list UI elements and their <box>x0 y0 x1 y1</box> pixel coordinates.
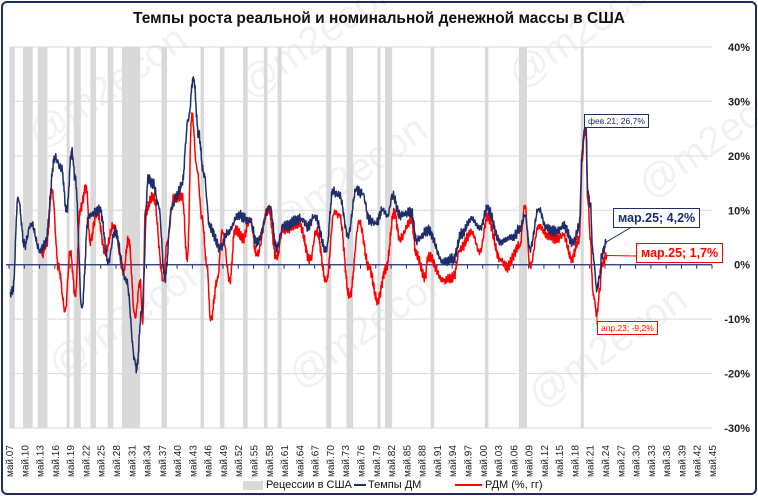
y-tick-label: -10% <box>724 314 750 326</box>
x-tick-label: май.94 <box>448 445 459 477</box>
y-tick-label: 20% <box>728 151 750 163</box>
recession-band <box>161 47 168 428</box>
dm-line-swatch <box>354 484 366 486</box>
x-tick-label: май.22 <box>81 445 92 477</box>
x-tick-label: май.40 <box>173 445 184 477</box>
x-tick-label: май.12 <box>540 445 551 477</box>
x-tick-label: май.03 <box>494 445 505 477</box>
legend-label: Рецессии в США <box>266 479 352 491</box>
recession-band <box>243 47 248 428</box>
x-tick-label: май.33 <box>647 445 658 477</box>
y-tick-label: 10% <box>728 205 750 217</box>
x-tick-label: май.00 <box>479 445 490 477</box>
series-lines <box>9 76 608 374</box>
recession-swatch <box>243 480 263 490</box>
recession-band <box>263 47 268 428</box>
recession-band <box>37 47 48 428</box>
x-tick-label: май.61 <box>280 445 291 477</box>
y-tick-label: -20% <box>724 369 750 381</box>
recession-band <box>73 47 81 428</box>
x-tick-label: май.09 <box>525 445 536 477</box>
y-tick-label: 30% <box>728 96 750 108</box>
x-tick-label: май.34 <box>143 445 154 477</box>
x-tick-label: май.21 <box>586 445 597 477</box>
recession-band <box>346 47 354 428</box>
leader-dm-mar25 <box>606 227 631 243</box>
series-line-rdm <box>41 112 608 325</box>
x-tick-label: май.18 <box>570 445 581 477</box>
recession-band <box>484 47 489 428</box>
x-tick-label: май.97 <box>463 445 474 477</box>
x-tick-label: май.82 <box>387 445 398 477</box>
legend-rdm: РДМ (%, гг) <box>455 479 543 491</box>
x-tick-label: май.70 <box>326 445 337 477</box>
y-tick-label: -30% <box>724 423 750 435</box>
recession-band <box>66 47 70 428</box>
recession-band <box>200 47 205 428</box>
x-tick-label: май.06 <box>509 445 520 477</box>
x-tick-label: май.07 <box>5 445 16 477</box>
x-tick-label: май.43 <box>188 445 199 477</box>
x-tick-label: май.15 <box>555 445 566 477</box>
x-tick-label: май.24 <box>601 445 612 477</box>
annotation-dm-mar25: мар.25; 4,2% <box>613 208 701 228</box>
annotation-peak-feb21: фев.21; 26,7% <box>584 114 649 128</box>
x-tick-label: май.76 <box>357 445 368 477</box>
x-tick-label: май.19 <box>66 445 77 477</box>
legend-dm: Темпы ДМ <box>354 479 421 491</box>
x-tick-label: май.88 <box>418 445 429 477</box>
x-tick-label: май.79 <box>372 445 383 477</box>
annotation-leaders <box>583 119 637 326</box>
x-tick-label: май.64 <box>295 445 306 477</box>
watermark: @m2econ <box>520 276 695 417</box>
recession-band <box>219 47 225 428</box>
gridlines <box>9 46 712 429</box>
watermark: @m2econ <box>280 256 455 397</box>
y-axis-labels: -30% -20% -10% 0% 10% 20% 30% 40% <box>724 42 750 435</box>
annotation-rdm-mar25: мар.25; 1,7% <box>636 243 724 263</box>
leader-rdm-mar25 <box>606 254 637 257</box>
x-tick-label: май.58 <box>265 445 276 477</box>
x-tick-label: май.10 <box>20 445 31 477</box>
recession-band <box>377 47 381 428</box>
x-tick-label: май.42 <box>693 445 704 477</box>
x-tick-label: май.55 <box>250 445 261 477</box>
y-tick-label: 0% <box>734 260 750 272</box>
watermark: @m2econ <box>630 66 758 207</box>
x-tick-label: май.85 <box>402 445 413 477</box>
x-tick-label: май.39 <box>677 445 688 477</box>
annotation-rdm-apr23: апр.23; -9,2% <box>597 321 658 335</box>
x-axis-labels: май.07 май.10 май.13 май.16 май.19 май.22 май.… <box>5 445 719 477</box>
x-tick-label: май.91 <box>433 445 444 477</box>
x-tick-label: май.27 <box>616 445 627 477</box>
chart-title: Темпы роста реальной и номинальной денеж… <box>133 10 625 27</box>
x-tick-label: май.52 <box>234 445 245 477</box>
y-tick-label: 40% <box>728 42 750 54</box>
recession-band <box>9 47 15 428</box>
legend-label: РДМ (%, гг) <box>485 479 543 491</box>
x-tick-label: май.30 <box>632 445 643 477</box>
recession-band <box>90 47 97 428</box>
recession-band <box>385 47 393 428</box>
x-tick-label: май.16 <box>51 445 62 477</box>
recession-band <box>580 47 584 428</box>
x-tick-label: май.73 <box>341 445 352 477</box>
x-tick-label: май.31 <box>127 445 138 477</box>
recession-band <box>121 47 141 428</box>
recession-band <box>518 47 528 428</box>
x-tick-label: май.25 <box>97 445 108 477</box>
x-tick-label: май.37 <box>158 445 169 477</box>
legend-label: Темпы ДМ <box>368 479 422 491</box>
x-tick-label: май.28 <box>112 445 123 477</box>
legend-recessions: Рецессии в США <box>243 479 352 491</box>
series-line-dm <box>9 76 607 374</box>
x-tick-label: май.46 <box>204 445 215 477</box>
x-tick-label: май.45 <box>708 445 719 477</box>
x-tick-label: май.36 <box>662 445 673 477</box>
x-tick-label: май.67 <box>311 445 322 477</box>
x-tick-label: май.13 <box>36 445 47 477</box>
x-tick-label: май.49 <box>219 445 230 477</box>
rdm-line-swatch <box>455 484 482 486</box>
